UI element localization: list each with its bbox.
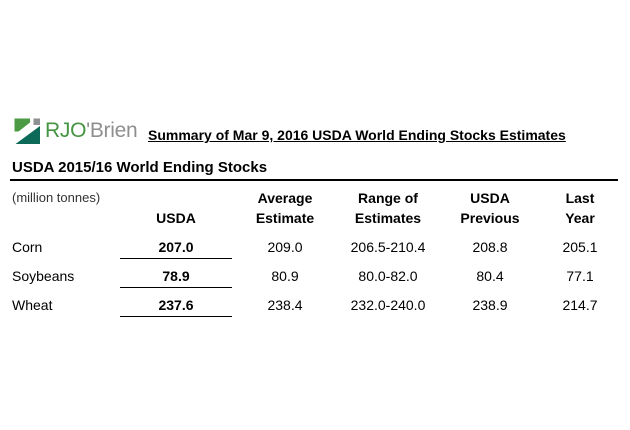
cell-commodity: Corn [12, 239, 43, 255]
table-header-line2: USDA Estimate Estimates Previous Year [0, 210, 630, 230]
logo-text: RJO'Brien [45, 117, 138, 145]
cell-last-year: 77.1 [566, 268, 594, 284]
col-header-last: Last [565, 190, 595, 206]
rjobrien-logo: RJO'Brien [14, 117, 138, 145]
col-header-average: Average [257, 190, 313, 206]
cell-last-year: 214.7 [562, 297, 598, 313]
col-header-previous: Previous [460, 210, 520, 226]
cell-usda-previous: 238.9 [472, 297, 508, 313]
cell-commodity: Wheat [12, 297, 53, 313]
table-row-corn: Corn 207.0 209.0 206.5-210.4 208.8 205.1 [0, 239, 630, 259]
cell-average-estimate: 209.0 [267, 239, 303, 255]
table-row-wheat: Wheat 237.6 238.4 232.0-240.0 238.9 214.… [0, 297, 630, 317]
cell-average-estimate: 80.9 [271, 268, 299, 284]
logo-text-brien: 'Brien [86, 119, 138, 142]
cell-commodity: Soybeans [12, 268, 75, 284]
logo-text-rjo: RJO [45, 119, 87, 142]
col-header-year: Year [565, 210, 595, 226]
cell-usda-previous: 208.8 [472, 239, 508, 255]
cell-range-estimates: 80.0-82.0 [358, 268, 418, 284]
col-header-estimate: Estimate [255, 210, 315, 226]
report-title: Summary of Mar 9, 2016 USDA World Ending… [148, 127, 566, 143]
heading-rule [10, 179, 618, 181]
col-header-range: Range of [358, 190, 418, 206]
cell-usda-estimate: 237.6 [120, 297, 232, 317]
table-row-soybeans: Soybeans 78.9 80.9 80.0-82.0 80.4 77.1 [0, 268, 630, 288]
cell-average-estimate: 238.4 [267, 297, 303, 313]
rjobrien-logo-icon [14, 118, 40, 144]
col-header-usda: USDA [156, 210, 196, 226]
cell-range-estimates: 206.5-210.4 [350, 239, 426, 255]
cell-usda-previous: 80.4 [476, 268, 504, 284]
cell-range-estimates: 232.0-240.0 [350, 297, 426, 313]
unit-label: (million tonnes) [12, 190, 101, 205]
cell-usda-estimate: 207.0 [120, 239, 232, 259]
cell-usda-estimate: 78.9 [120, 268, 232, 288]
section-heading: USDA 2015/16 World Ending Stocks [12, 159, 268, 176]
col-header-usda-prev: USDA [470, 190, 510, 206]
cell-last-year: 205.1 [562, 239, 598, 255]
table-header-line1: (million tonnes) Average Range of USDA L… [0, 190, 630, 210]
col-header-estimates: Estimates [354, 210, 422, 226]
